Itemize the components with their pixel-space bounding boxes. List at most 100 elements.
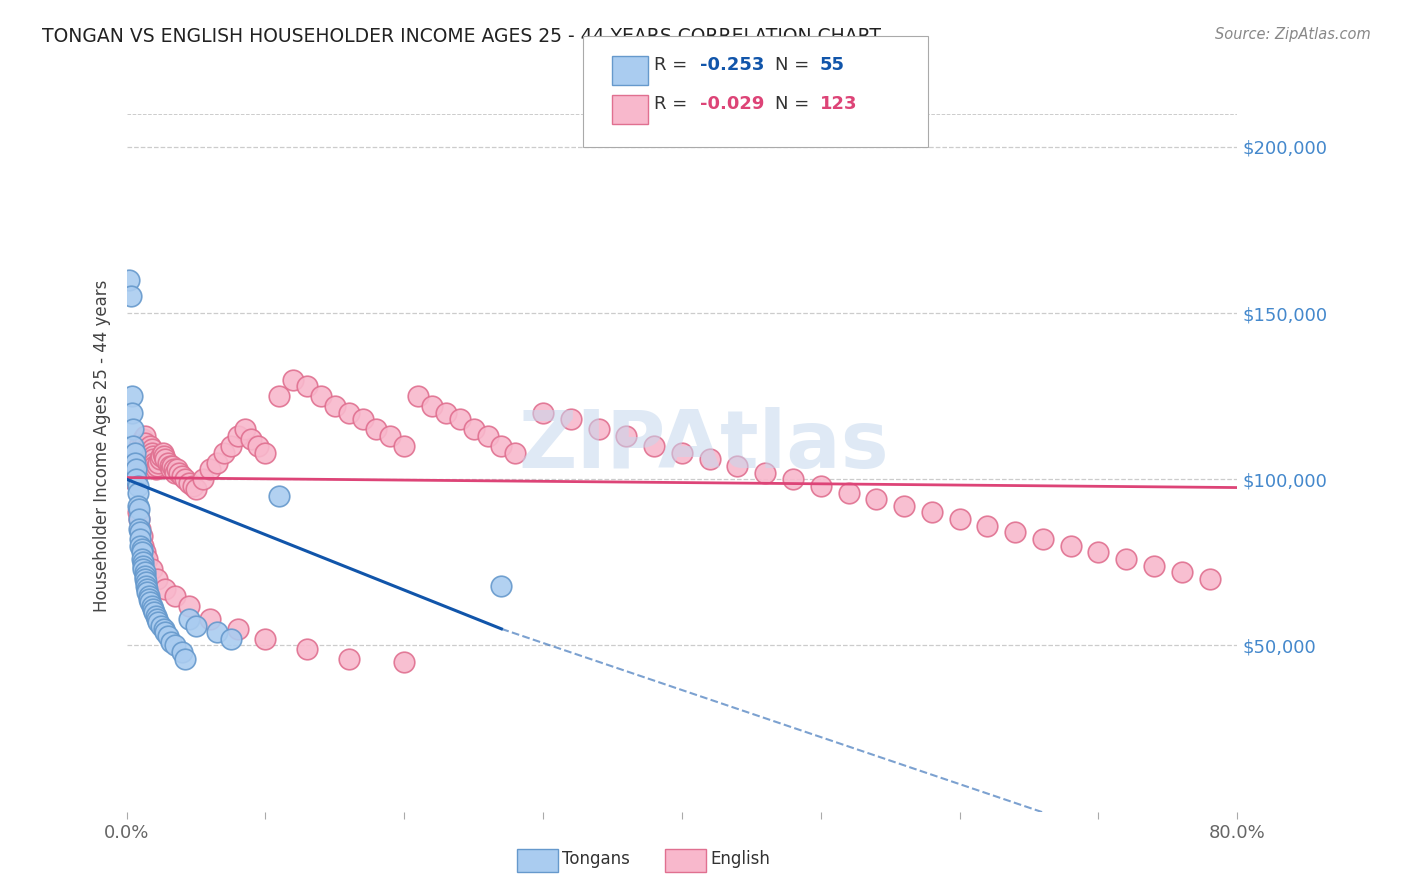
Point — [614, 429, 637, 443]
Text: Source: ZipAtlas.com: Source: ZipAtlas.com — [1215, 27, 1371, 42]
Point — [233, 422, 256, 436]
Point — [132, 539, 155, 553]
Point — [295, 641, 318, 656]
Point — [124, 445, 146, 459]
Point — [184, 482, 207, 496]
Point — [134, 568, 156, 582]
Point — [177, 612, 200, 626]
Point — [128, 512, 150, 526]
Point — [121, 472, 143, 486]
Point — [153, 622, 176, 636]
Point — [142, 452, 165, 467]
Point — [449, 412, 471, 426]
Point — [131, 552, 153, 566]
Point — [136, 582, 159, 596]
Point — [212, 445, 235, 459]
Point — [160, 635, 183, 649]
Point — [131, 442, 153, 457]
Point — [127, 485, 149, 500]
Point — [1032, 532, 1054, 546]
Point — [129, 445, 152, 459]
Point — [337, 652, 360, 666]
Point — [139, 445, 162, 459]
Point — [976, 518, 998, 533]
Point — [782, 472, 804, 486]
Text: N =: N = — [775, 95, 814, 113]
Point — [135, 442, 157, 457]
Point — [254, 632, 277, 646]
Point — [134, 435, 156, 450]
Point — [165, 589, 187, 603]
Point — [173, 472, 195, 486]
Point — [148, 456, 170, 470]
Point — [1060, 539, 1083, 553]
Point — [219, 632, 242, 646]
Point — [142, 602, 165, 616]
Point — [172, 469, 194, 483]
Point — [157, 628, 180, 642]
Point — [138, 456, 160, 470]
Point — [477, 429, 499, 443]
Point — [131, 439, 153, 453]
Point — [131, 529, 153, 543]
Point — [198, 462, 221, 476]
Point — [136, 585, 159, 599]
Point — [149, 452, 172, 467]
Point — [205, 625, 228, 640]
Point — [134, 566, 156, 580]
Point — [125, 472, 148, 486]
Point — [141, 445, 163, 459]
Point — [145, 608, 167, 623]
Point — [865, 492, 887, 507]
Point — [132, 439, 155, 453]
Point — [141, 442, 163, 457]
Point — [1004, 525, 1026, 540]
Point — [153, 449, 176, 463]
Point — [181, 479, 204, 493]
Point — [155, 625, 177, 640]
Point — [143, 605, 166, 619]
Point — [531, 406, 554, 420]
Point — [139, 595, 162, 609]
Point — [125, 462, 148, 476]
Point — [121, 406, 143, 420]
Point — [406, 389, 429, 403]
Point — [754, 466, 776, 480]
Point — [463, 422, 485, 436]
Point — [699, 452, 721, 467]
Point — [146, 458, 169, 473]
Point — [420, 399, 443, 413]
Point — [125, 462, 148, 476]
Point — [160, 462, 183, 476]
Point — [269, 489, 291, 503]
Point — [121, 389, 143, 403]
Point — [135, 579, 157, 593]
Point — [337, 406, 360, 420]
Text: 123: 123 — [820, 95, 858, 113]
Point — [323, 399, 346, 413]
Point — [838, 485, 860, 500]
Point — [143, 458, 166, 473]
Point — [152, 445, 174, 459]
Point — [143, 456, 166, 470]
Point — [128, 522, 150, 536]
Point — [394, 439, 416, 453]
Point — [247, 439, 270, 453]
Point — [128, 512, 150, 526]
Point — [172, 645, 194, 659]
Point — [124, 466, 146, 480]
Point — [165, 639, 187, 653]
Point — [169, 466, 191, 480]
Point — [141, 562, 163, 576]
Point — [139, 439, 162, 453]
Point — [122, 439, 145, 453]
Point — [134, 572, 156, 586]
Point — [309, 389, 332, 403]
Text: -0.029: -0.029 — [700, 95, 765, 113]
Point — [219, 439, 242, 453]
Point — [366, 422, 388, 436]
Text: Tongans: Tongans — [562, 850, 630, 868]
Point — [145, 462, 167, 476]
Point — [124, 472, 146, 486]
Point — [269, 389, 291, 403]
